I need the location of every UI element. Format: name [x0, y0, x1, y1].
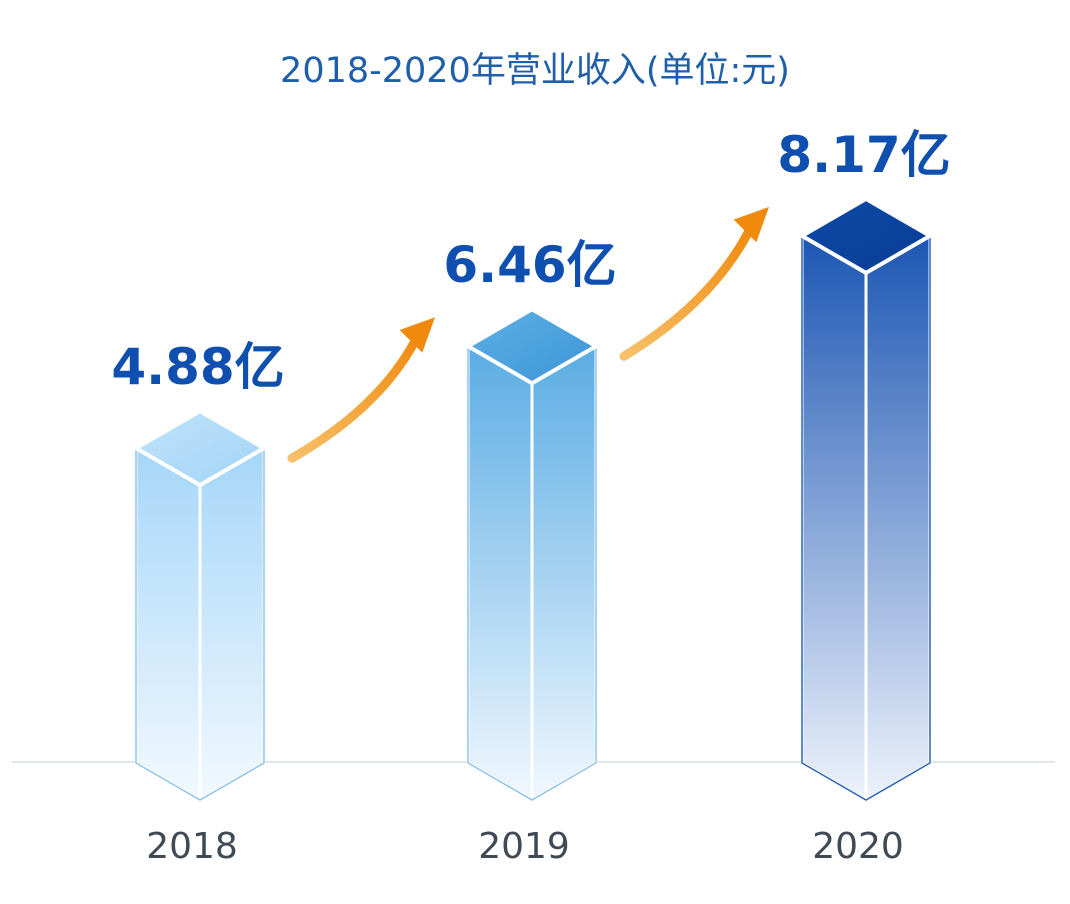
- value-label-2019: 6.46亿: [443, 236, 616, 294]
- value-label-2020: 8.17亿: [777, 126, 950, 184]
- growth-arrows: [287, 206, 769, 463]
- bar-right-face: [198, 446, 266, 802]
- growth-arrow: [287, 317, 435, 463]
- bars-group: [134, 196, 932, 802]
- bar-top-face: [800, 196, 932, 275]
- bar-right-face: [530, 344, 598, 802]
- bar-2019: [466, 307, 598, 802]
- arrow-shaft: [287, 328, 424, 463]
- bar-left-face: [134, 446, 202, 802]
- labels-group: 4.88亿 2018 6.46亿 2019 8.17亿 2020: [111, 126, 950, 867]
- bar-2018: [134, 409, 266, 802]
- arrow-head: [733, 206, 769, 243]
- tick-label-2020: 2020: [812, 826, 904, 867]
- value-label-2018: 4.88亿: [111, 338, 284, 396]
- tick-label-2018: 2018: [146, 826, 238, 867]
- arrow-head: [399, 317, 435, 353]
- tick-label-2019: 2019: [478, 826, 570, 867]
- bar-left-face: [800, 234, 868, 802]
- bar-left-face: [466, 344, 534, 802]
- arrow-shaft: [619, 218, 758, 361]
- chart-title: 2018-2020年营业收入(单位:元): [280, 51, 790, 91]
- bar-top-face: [466, 307, 598, 386]
- growth-arrow: [619, 206, 769, 361]
- bar-right-face: [864, 234, 932, 802]
- bar-2020: [800, 196, 932, 802]
- bar-top-face: [134, 409, 266, 488]
